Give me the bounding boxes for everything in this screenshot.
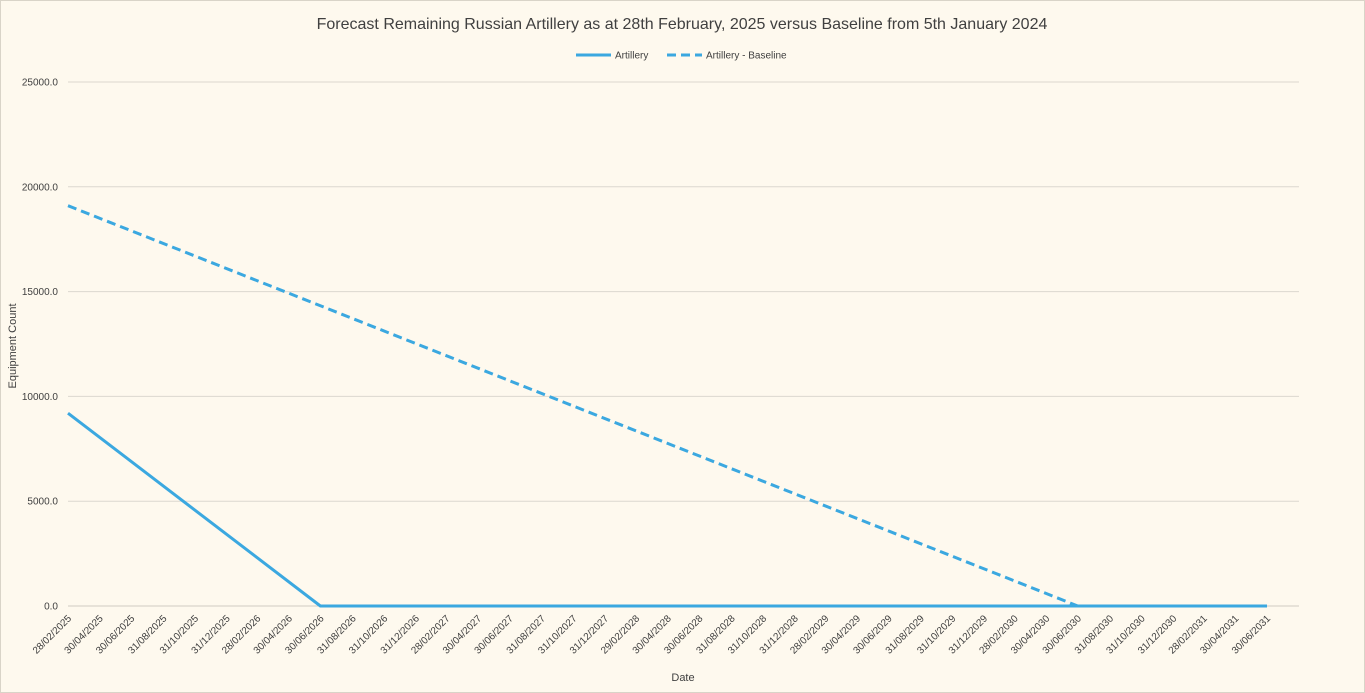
series-line-artillery[interactable] [67,412,1267,608]
y-axis-ticks: 0.0 5000.0 10000.0 15000.0 20000.0 25000.0 [22,78,59,613]
legend-item-artillery[interactable]: Artillery [576,51,648,62]
legend-item-artillery-baseline[interactable]: Artillery - Baseline [667,51,787,62]
y-axis-title: Equipment Count [7,304,19,389]
x-axis-title: Date [671,672,694,684]
chart-title: Forecast Remaining Russian Artillery as … [317,16,1048,33]
legend-label-artillery: Artillery [615,51,648,62]
y-tick-label: 10000.0 [22,392,59,403]
y-tick-label: 15000.0 [22,287,59,298]
x-axis-ticks: 28/02/202530/04/202530/06/202531/08/2025… [31,613,1273,656]
y-tick-label: 20000.0 [22,182,59,193]
y-tick-label: 5000.0 [27,497,58,508]
series-line-artillery-baseline[interactable] [67,204,1267,608]
y-tick-label: 25000.0 [22,78,59,89]
gridlines [68,81,1299,607]
y-tick-label: 0.0 [44,602,58,613]
legend-label-artillery-baseline: Artillery - Baseline [706,51,787,62]
legend: Artillery Artillery - Baseline [576,51,787,62]
series-group [67,204,1267,608]
